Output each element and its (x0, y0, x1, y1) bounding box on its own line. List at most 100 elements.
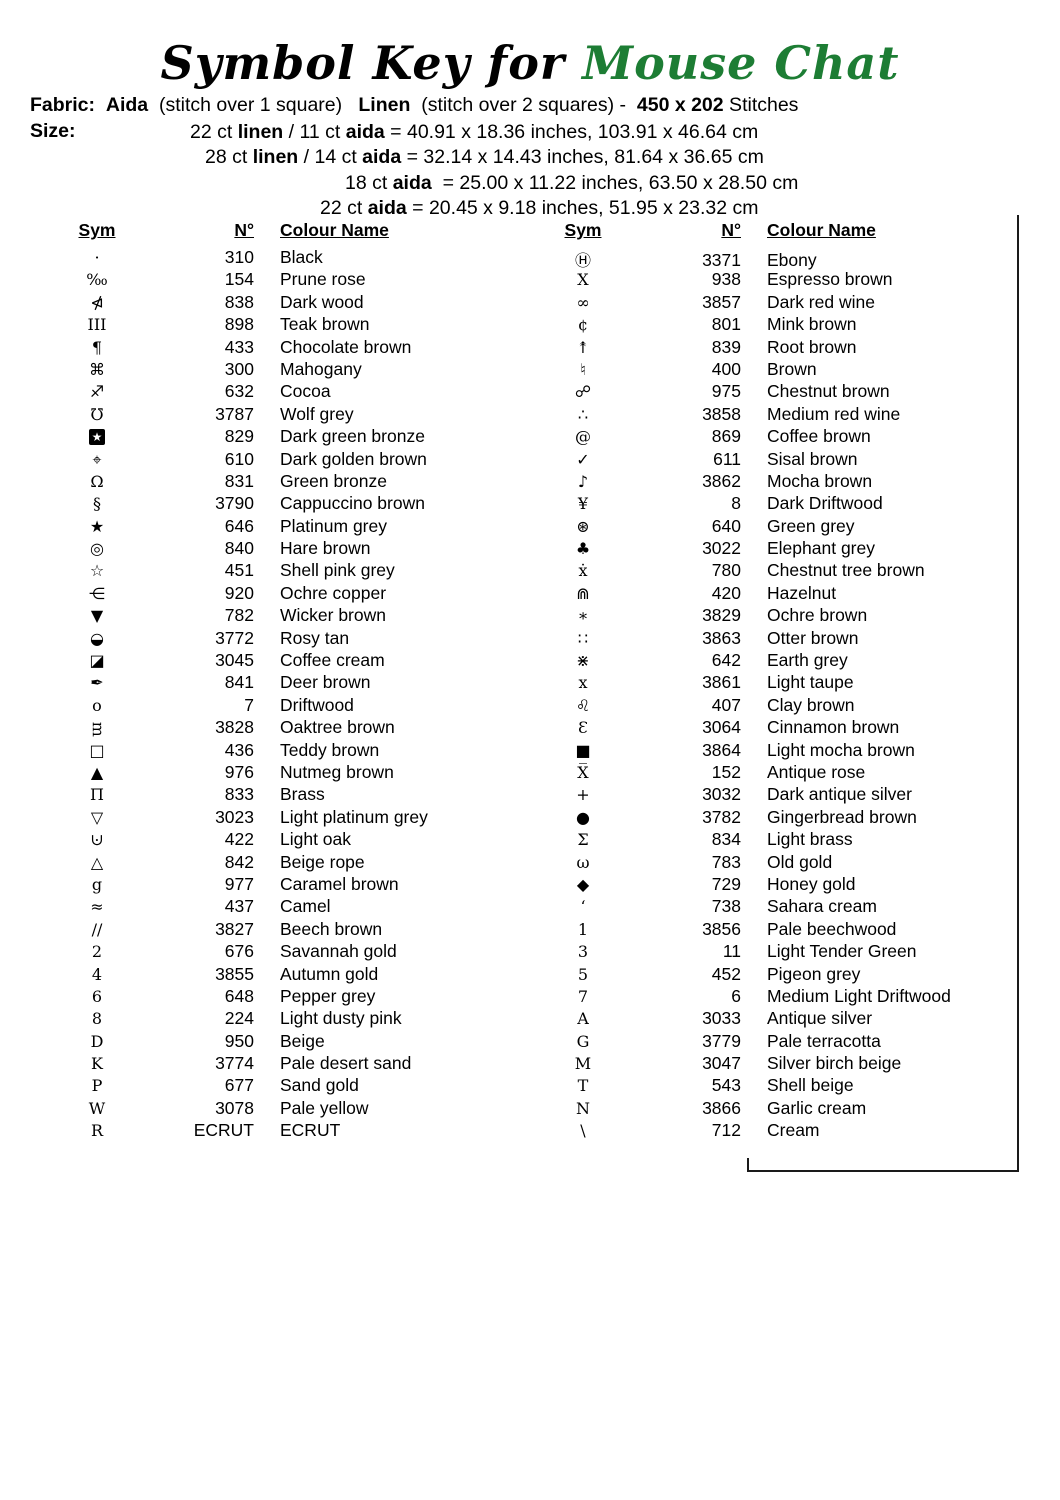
stitch-symbol: ↟ (576, 337, 590, 357)
colour-name: Silver birch beige (767, 1053, 902, 1074)
table-row: ● 3782 Gingerbread brown (545, 807, 1015, 829)
stitch-symbol: ✓ (576, 449, 590, 469)
thread-number: 950 (224, 1030, 254, 1051)
stitch-symbol: W (88, 1098, 106, 1118)
stitch-symbol: T (577, 1076, 589, 1096)
thread-number: 3774 (215, 1053, 254, 1074)
stitch-symbol: G (576, 1031, 590, 1051)
colour-name: Green grey (767, 515, 855, 536)
colour-name: Cream (767, 1120, 820, 1141)
table-row: x 3861 Light taupe (545, 672, 1015, 694)
table-row: ★ 646 Platinum grey (58, 516, 520, 538)
thread-number: 11 (722, 941, 741, 962)
stitch-symbol: · (94, 248, 100, 267)
table-row: ⊍ 422 Light oak (58, 829, 520, 851)
colour-name: Dark golden brown (280, 448, 427, 469)
table-row: ◒ 3772 Rosy tan (58, 628, 520, 650)
table-row: ẋ 780 Chestnut tree brown (545, 560, 1015, 582)
stitch-symbol: ♮ (580, 359, 586, 379)
table-row: ☍ 975 Chestnut brown (545, 381, 1015, 403)
thread-number: 976 (224, 761, 254, 782)
thread-number: 839 (711, 336, 741, 357)
thread-number: 3858 (702, 403, 741, 424)
text-segment: aida (392, 171, 432, 194)
colour-name: Espresso brown (767, 269, 893, 290)
stitch-symbol: ● (576, 807, 590, 827)
thread-number: 632 (224, 381, 254, 402)
thread-number: 780 (711, 560, 741, 581)
table-row: □ 436 Teddy brown (58, 740, 520, 762)
table-row: G 3779 Pale terracotta (545, 1031, 1015, 1053)
colour-name: Antique silver (767, 1008, 873, 1029)
text-segment: (stitch over 2 squares) - (410, 94, 637, 116)
thread-number: 3857 (702, 291, 741, 312)
stitch-symbol: 5 (577, 964, 589, 984)
table-row: ■ 3864 Light mocha brown (545, 740, 1015, 762)
table-row: 6 648 Pepper grey (58, 986, 520, 1008)
colour-name: Light Tender Green (767, 941, 917, 962)
stitch-symbol: ✒ (90, 673, 104, 693)
colour-name: Dark green bronze (280, 426, 425, 447)
table-header: Sym N° Colour Name (545, 220, 1015, 247)
thread-number: 400 (711, 358, 741, 379)
stitch-symbol: \ (580, 1121, 586, 1141)
colour-name: Beech brown (280, 918, 383, 939)
table-row: D 950 Beige (58, 1031, 520, 1053)
thread-number: 834 (711, 829, 741, 850)
colour-name: Camel (280, 896, 331, 917)
table-row: ♮ 400 Brown (545, 359, 1015, 381)
colour-name: Coffee cream (280, 650, 385, 671)
stitch-symbol: ⊍ (90, 830, 104, 850)
colour-name: Otter brown (767, 627, 859, 648)
stitch-symbol: ★ (89, 516, 105, 536)
size-line: 22 ct aida = 20.45 x 9.18 inches, 51.95 … (320, 196, 798, 221)
stitch-symbol: ∞ (576, 292, 590, 312)
thread-number: 8 (731, 493, 741, 514)
colour-name: Garlic cream (767, 1097, 867, 1118)
size-label: Size: (30, 120, 76, 142)
size-lines: 22 ct linen / 11 ct aida = 40.91 x 18.36… (0, 120, 798, 222)
table-row: o 7 Driftwood (58, 695, 520, 717)
table-row: ᴟ 3828 Oaktree brown (58, 717, 520, 739)
thread-number: 648 (224, 985, 254, 1006)
table-row: 4 3855 Autumn gold (58, 964, 520, 986)
thread-number: 3047 (702, 1053, 741, 1074)
colour-name: Light dusty pink (280, 1008, 402, 1029)
thread-number: 3032 (702, 784, 741, 805)
thread-number: 831 (224, 470, 254, 491)
stitch-symbol: ⌖ (92, 449, 102, 469)
stitch-symbol: ẋ (578, 561, 588, 581)
page-title-green: Mouse Chat (582, 36, 900, 90)
colour-name: Deer brown (280, 672, 371, 693)
colour-name: Wicker brown (280, 605, 386, 626)
colour-name: Wolf grey (280, 403, 354, 424)
stitch-symbol: ♐ (89, 382, 105, 402)
stitch-symbol: 6 (91, 986, 103, 1006)
text-segment: (stitch over 1 square) (148, 94, 359, 116)
thread-number: 712 (711, 1120, 741, 1141)
thread-number: 977 (224, 873, 254, 894)
stitch-symbol: ◆ (576, 874, 590, 894)
colour-name: Cocoa (280, 381, 331, 402)
colour-name: Light platinum grey (280, 806, 428, 827)
table-row: // 3827 Beech brown (58, 919, 520, 941)
stitch-symbol: ♪ (577, 471, 589, 491)
colour-name: Pale yellow (280, 1097, 369, 1118)
stitch-symbol: 1 (577, 919, 589, 939)
stitch-symbol: ◒ (90, 628, 104, 648)
table-row: ω 783 Old gold (545, 852, 1015, 874)
size-line: 18 ct aida = 25.00 x 11.22 inches, 63.50… (345, 171, 798, 196)
colour-name: Sisal brown (767, 448, 858, 469)
thread-number: 938 (711, 269, 741, 290)
colour-name: Green bronze (280, 470, 388, 491)
colour-name: Pale beechwood (767, 918, 897, 939)
thread-number: 436 (224, 739, 254, 760)
colour-name: Autumn gold (280, 963, 379, 984)
text-segment: aida (362, 146, 402, 169)
table-row: ∷ 3863 Otter brown (545, 628, 1015, 650)
stitch-symbol: P (91, 1076, 103, 1096)
thread-number: 3022 (702, 538, 741, 559)
table-row: △ 842 Beige rope (58, 852, 520, 874)
table-row: · 310 Black (58, 247, 520, 269)
colour-name: Black (280, 247, 323, 267)
